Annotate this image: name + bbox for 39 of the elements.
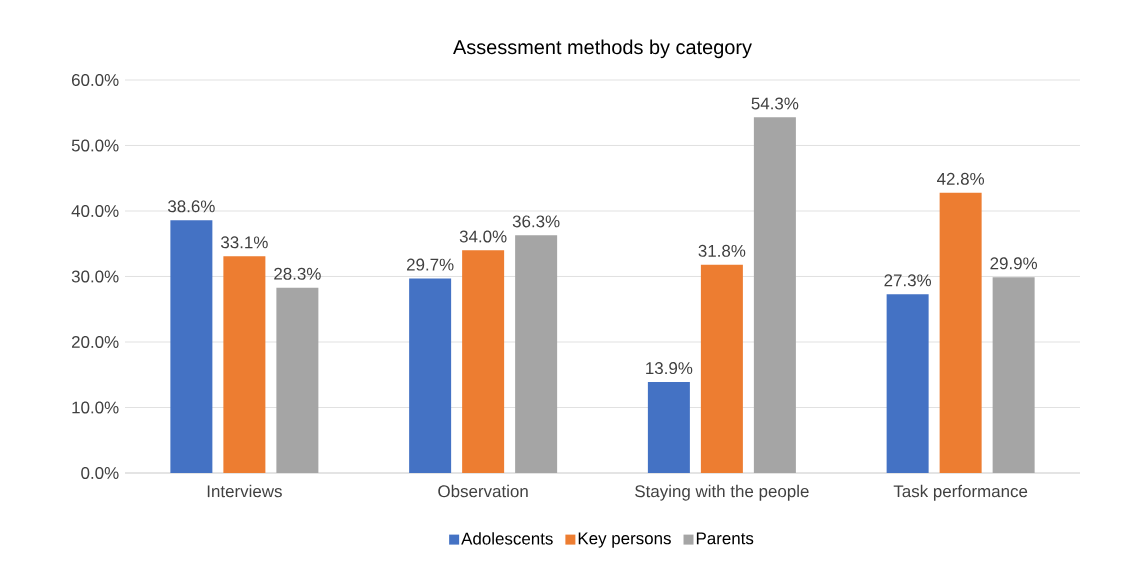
legend-label: Parents (696, 532, 754, 545)
data-label: 28.3% (274, 267, 321, 280)
bar (992, 277, 1035, 473)
y-tick-label: 30.0% (71, 270, 119, 283)
x-tick-label: Task performance (893, 484, 1028, 501)
bar (462, 250, 505, 473)
chart-title: Assessment methods by category (453, 39, 752, 59)
data-label: 33.1% (221, 236, 268, 249)
bar (886, 294, 929, 473)
x-tick-label: Interviews (207, 484, 282, 498)
y-tick-label: 20.0% (71, 336, 119, 348)
bar (700, 264, 743, 473)
bar (409, 278, 452, 473)
data-label: 54.3% (751, 97, 799, 110)
legend-label: Adolescents (461, 532, 553, 545)
data-label: 34.0% (459, 230, 507, 243)
data-label: 36.3% (512, 215, 560, 228)
y-tick-label: 40.0% (71, 205, 119, 217)
y-tick-label: 60.0% (71, 74, 119, 86)
bar (223, 256, 266, 473)
y-tick-label: 50.0% (71, 139, 119, 152)
legend-label: Key persons (578, 532, 671, 548)
y-tick-label: 0.0% (81, 467, 119, 479)
data-label: 27.3% (884, 274, 932, 287)
x-tick-label: Staying with the people (635, 484, 809, 501)
bar (753, 117, 796, 473)
y-tick-label: 10.0% (72, 401, 119, 414)
bar (939, 192, 982, 473)
bar (170, 220, 213, 473)
data-label: 38.6% (168, 200, 215, 213)
data-label: 29.7% (406, 258, 454, 271)
bar (647, 381, 690, 473)
x-tick-label: Observation (438, 484, 528, 498)
data-label: 31.8% (698, 244, 746, 257)
bar (515, 235, 558, 473)
data-label: 42.8% (937, 172, 985, 185)
data-label: 13.9% (646, 362, 693, 375)
data-label: 29.9% (990, 257, 1038, 270)
bar (276, 287, 319, 473)
